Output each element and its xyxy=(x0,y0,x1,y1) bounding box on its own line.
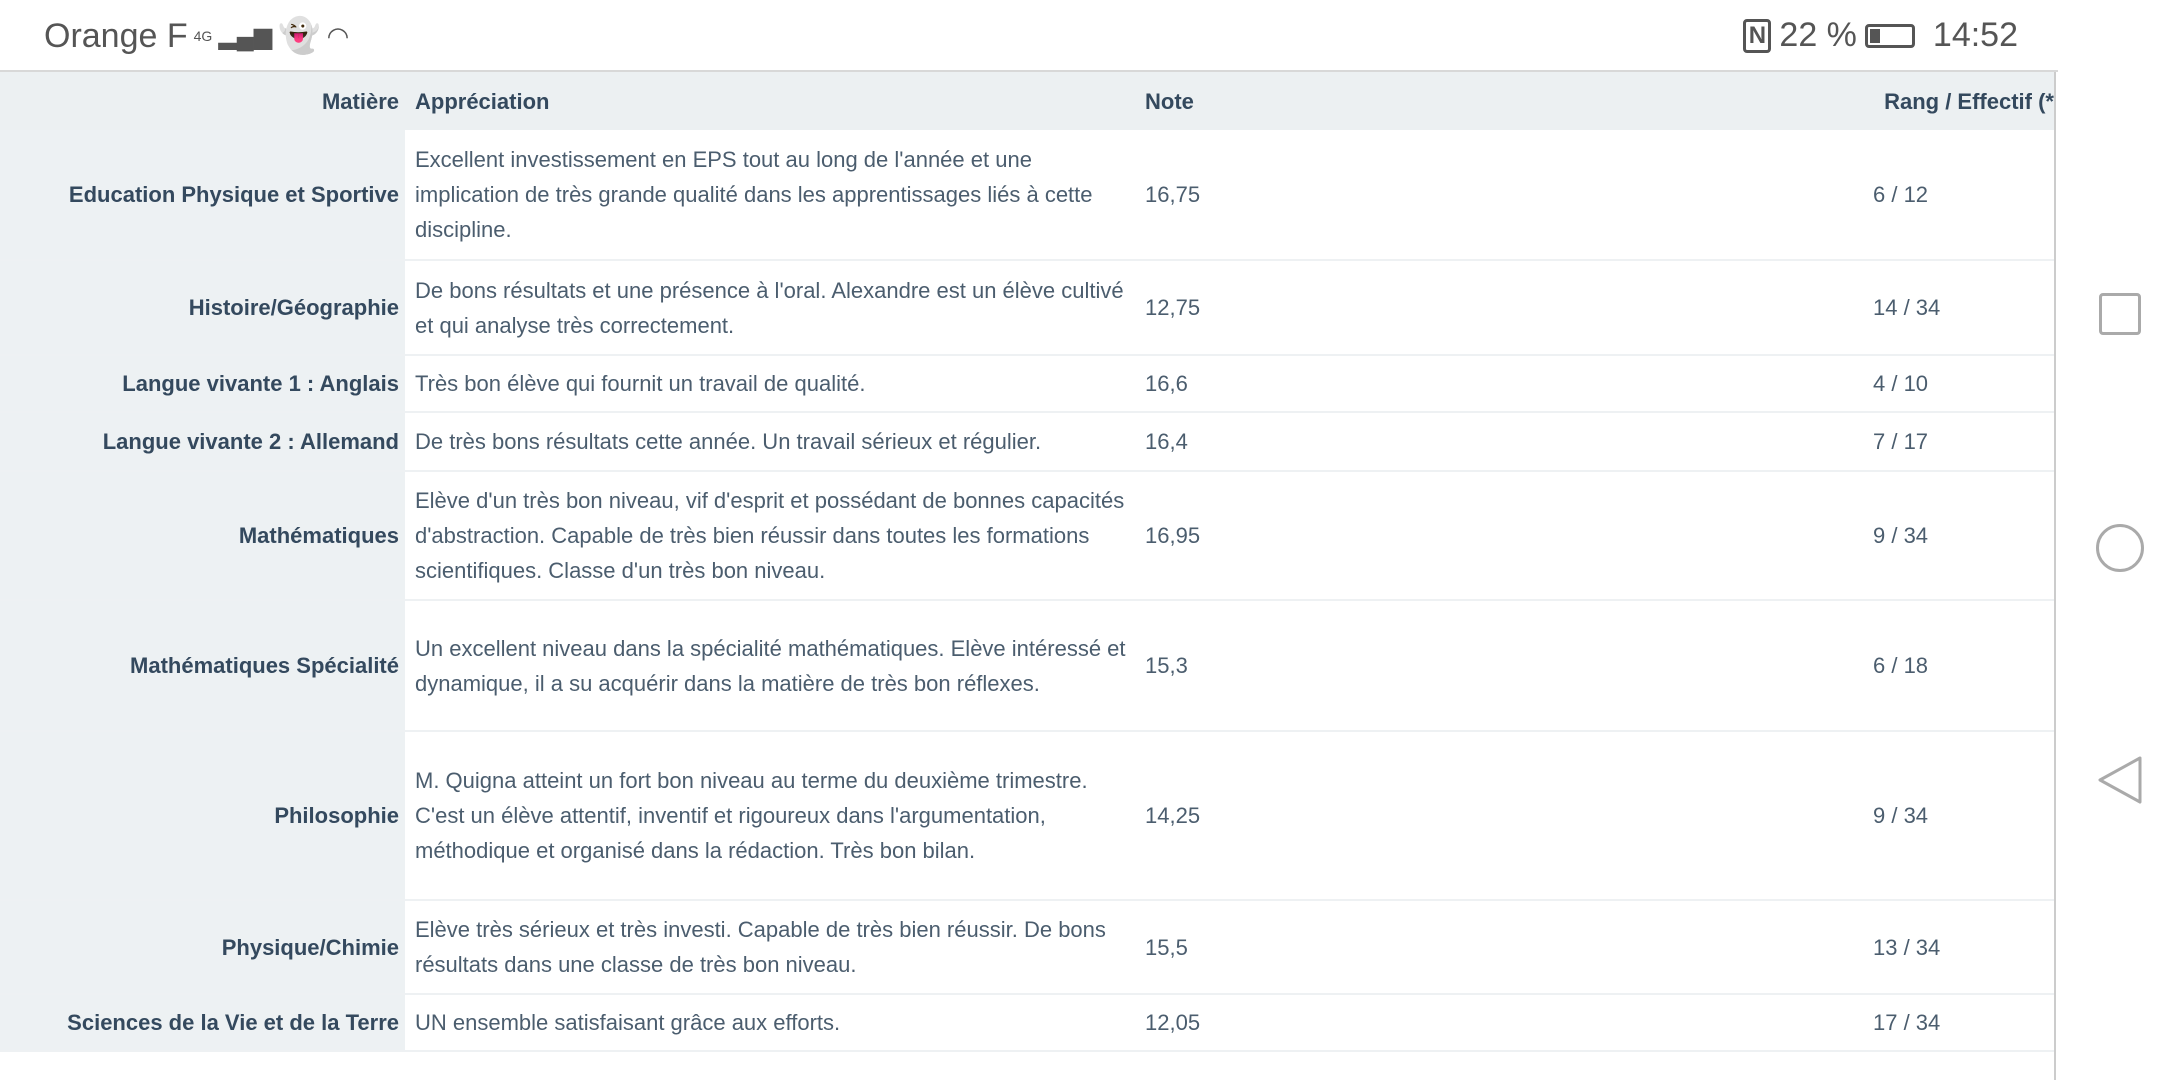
wifi-icon: ◠ xyxy=(326,20,350,51)
snapchat-icon: 👻 xyxy=(278,17,321,55)
subject-cell: Langue vivante 1 : Anglais xyxy=(0,356,405,411)
grade-cell: 15,3 xyxy=(1145,653,1188,678)
clock: 14:52 xyxy=(1932,16,2018,54)
subject-cell: Mathématiques Spécialité xyxy=(0,601,405,730)
grade-cell: 14,25 xyxy=(1145,803,1201,828)
header-rank[interactable]: Rang / Effectif (* xyxy=(1884,88,2054,114)
back-icon[interactable] xyxy=(2096,755,2144,805)
grade-cell: 16,4 xyxy=(1145,429,1188,454)
header-appreciation[interactable]: Appréciation xyxy=(415,88,550,114)
navigation-bar xyxy=(2058,0,2160,1080)
table-row: Histoire/Géographie De bons résultats et … xyxy=(0,261,2054,356)
grade-cell: 12,05 xyxy=(1145,1010,1201,1035)
header-subject[interactable]: Matière xyxy=(321,88,399,114)
grade-cell: 12,75 xyxy=(1145,295,1201,320)
appreciation-cell: Excellent investissement en EPS tout au … xyxy=(415,147,1093,242)
table-row: Mathématiques Spécialité Un excellent niv… xyxy=(0,601,2054,732)
table-row: Education Physique et Sportive Excellent … xyxy=(0,130,2054,261)
subject-cell: Education Physique et Sportive xyxy=(0,130,405,259)
carrier-name: Orange F xyxy=(44,16,188,55)
signal-icon: 4G xyxy=(193,28,213,44)
rank-cell: 9 / 34 xyxy=(1873,803,1929,828)
subject-cell: Histoire/Géographie xyxy=(0,261,405,354)
grade-cell: 16,6 xyxy=(1145,371,1188,396)
subject-cell: Physique/Chimie xyxy=(0,901,405,993)
status-bar: Orange F 4G ▂▄▆ 👻 ◠ N 22 % 14:52 xyxy=(0,0,2058,72)
table-row: Physique/Chimie Elève très sérieux et trè… xyxy=(0,901,2054,995)
subject-cell: Langue vivante 2 : Allemand xyxy=(0,413,405,470)
appreciation-cell: Très bon élève qui fournit un travail de… xyxy=(415,371,866,396)
grade-cell: 16,95 xyxy=(1145,523,1201,548)
table-row: Langue vivante 1 : Anglais Très bon élève… xyxy=(0,356,2054,413)
appreciation-cell: Elève très sérieux et très investi. Capa… xyxy=(415,917,1106,977)
grade-cell: 16,75 xyxy=(1145,182,1201,207)
rank-cell: 7 / 17 xyxy=(1873,429,1929,454)
rank-cell: 6 / 18 xyxy=(1873,653,1929,678)
appreciation-cell: Elève d'un très bon niveau, vif d'esprit… xyxy=(415,488,1125,583)
table-row: Sciences de la Vie et de la Terre UN ense… xyxy=(0,995,2054,1052)
table-row: Langue vivante 2 : Allemand De très bons … xyxy=(0,413,2054,472)
battery-icon xyxy=(1864,23,1915,48)
rank-cell: 4 / 10 xyxy=(1873,371,1929,396)
table-row: Philosophie M. Quigna atteint un fort bon… xyxy=(0,732,2054,901)
subject-cell: Sciences de la Vie et de la Terre xyxy=(0,995,405,1050)
appreciation-cell: De bons résultats et une présence à l'or… xyxy=(415,277,1124,338)
table-row: Mathématiques Elève d'un très bon niveau,… xyxy=(0,472,2054,601)
rank-cell: 14 / 34 xyxy=(1873,295,1941,320)
table-header: Matière Appréciation Note Rang / Effecti… xyxy=(0,72,2054,130)
recent-apps-icon[interactable] xyxy=(2099,293,2141,335)
subject-cell: Mathématiques xyxy=(0,472,405,599)
header-grade[interactable]: Note xyxy=(1145,88,1194,114)
appreciation-cell: De très bons résultats cette année. Un t… xyxy=(415,429,1042,454)
rank-cell: 6 / 12 xyxy=(1873,182,1929,207)
nfc-icon: N xyxy=(1743,18,1772,53)
rank-cell: 17 / 34 xyxy=(1873,1010,1941,1035)
appreciation-cell: M. Quigna atteint un fort bon niveau au … xyxy=(415,768,1088,863)
battery-percent: 22 % xyxy=(1779,16,1857,54)
grades-table: Matière Appréciation Note Rang / Effecti… xyxy=(0,72,2056,1080)
grade-cell: 15,5 xyxy=(1145,934,1188,960)
subject-cell: Philosophie xyxy=(0,732,405,899)
appreciation-cell: Un excellent niveau dans la spécialité m… xyxy=(415,635,1126,696)
home-icon[interactable] xyxy=(2096,524,2144,572)
rank-cell: 13 / 34 xyxy=(1873,934,1941,960)
rank-cell: 9 / 34 xyxy=(1873,523,1929,548)
signal-bars-icon: ▂▄▆ xyxy=(218,22,273,50)
appreciation-cell: UN ensemble satisfaisant grâce aux effor… xyxy=(415,1010,841,1035)
